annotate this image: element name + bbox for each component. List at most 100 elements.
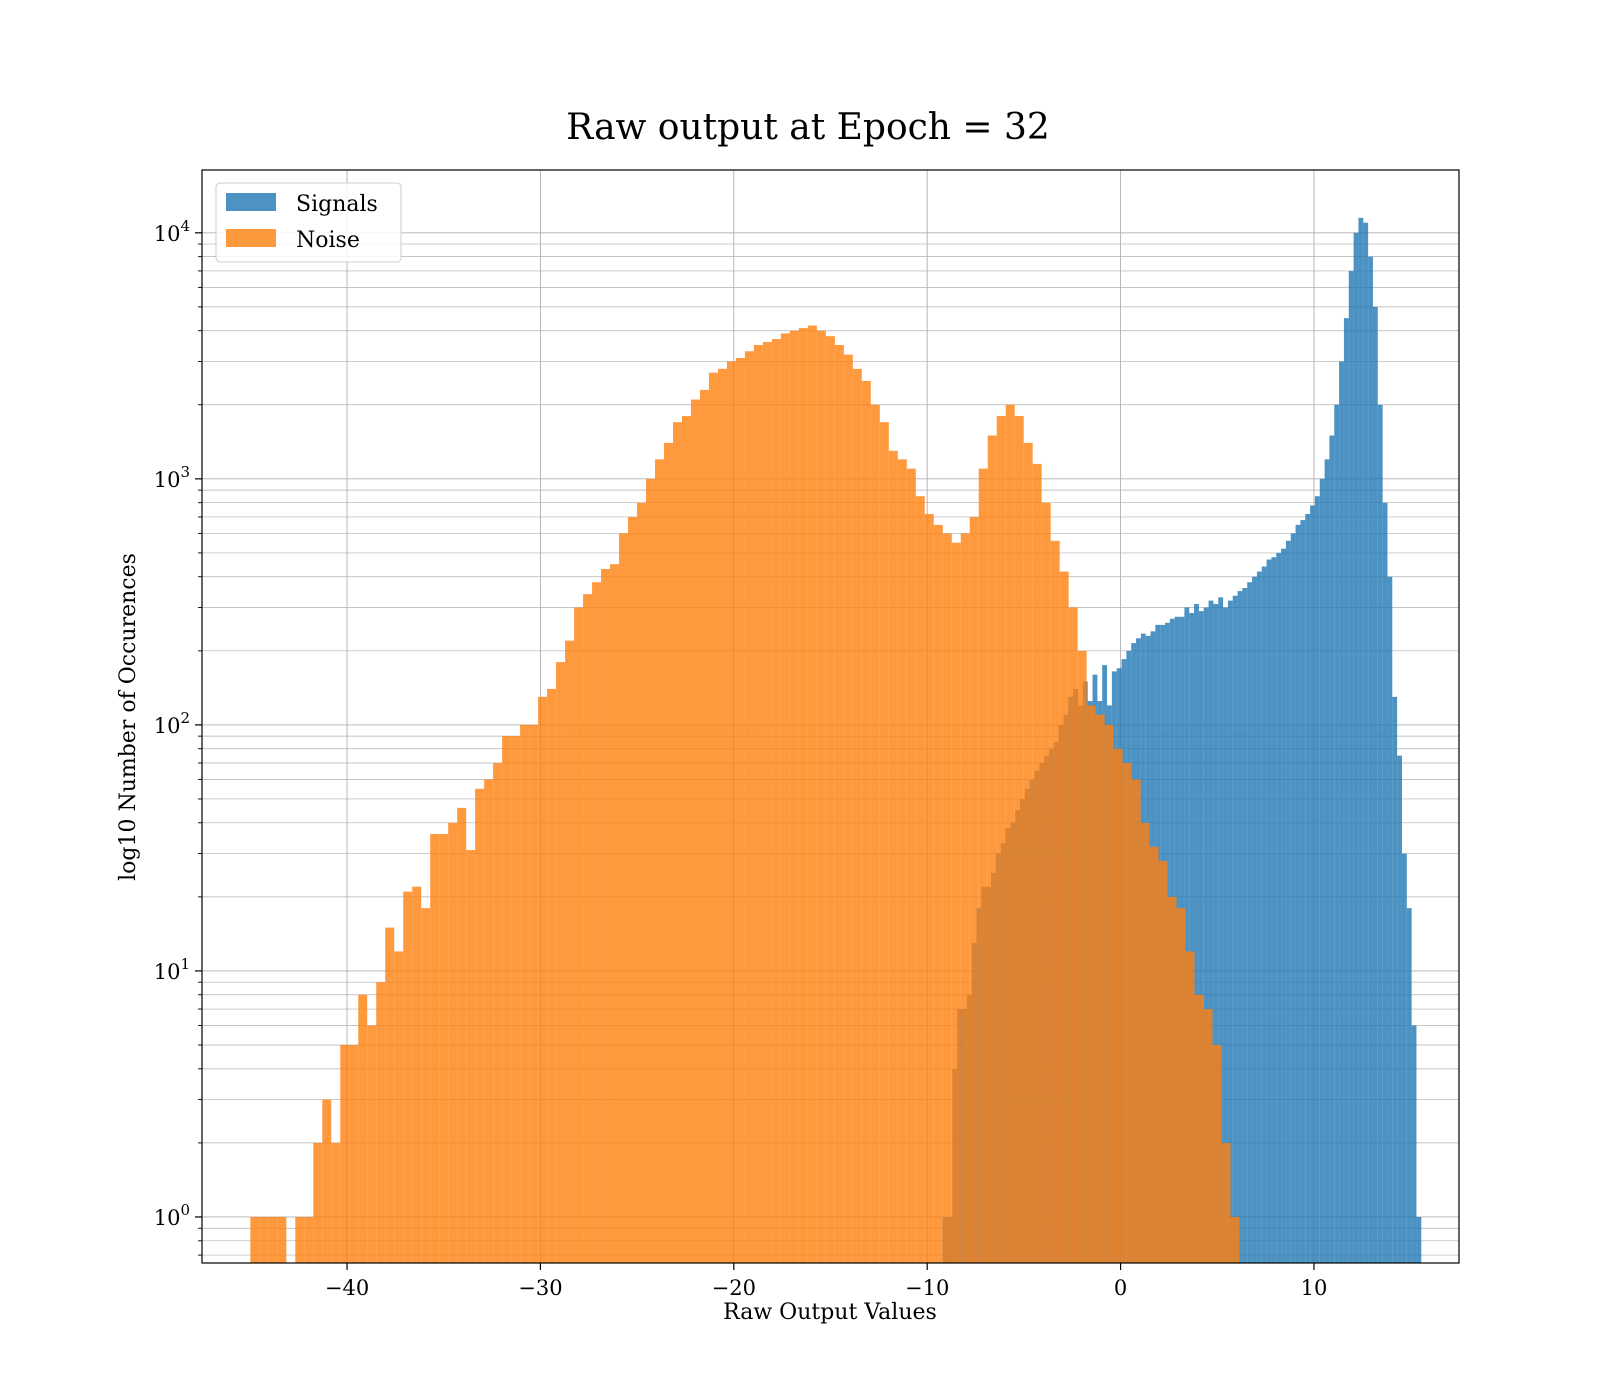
bar-noise xyxy=(834,344,844,1263)
bar-noise xyxy=(439,834,449,1263)
bar-noise xyxy=(358,994,368,1263)
bar-signals xyxy=(1401,853,1407,1263)
bar-noise xyxy=(915,496,925,1263)
bar-noise xyxy=(960,533,970,1263)
bar-signals xyxy=(1358,217,1364,1263)
bar-signals xyxy=(1387,576,1393,1263)
bar-noise xyxy=(699,389,709,1263)
bar-noise xyxy=(996,416,1006,1264)
bar-noise xyxy=(1230,1216,1240,1263)
bar-noise xyxy=(942,533,952,1263)
bar-noise xyxy=(457,807,467,1263)
bar-noise xyxy=(951,542,961,1263)
bar-signals xyxy=(1392,696,1398,1263)
bar-signals xyxy=(1314,496,1320,1263)
bar-noise xyxy=(978,468,988,1263)
bar-noise xyxy=(1122,763,1132,1263)
bar-noise xyxy=(295,1216,305,1263)
bar-noise xyxy=(619,533,629,1263)
bar-noise xyxy=(493,763,503,1263)
bar-noise xyxy=(663,442,673,1263)
bar-signals xyxy=(1189,612,1195,1263)
bar-signals xyxy=(1208,600,1214,1263)
bar-noise xyxy=(870,404,880,1264)
bar-signals xyxy=(1237,591,1243,1263)
bar-noise xyxy=(726,361,736,1263)
bar-noise xyxy=(969,516,979,1263)
bar-noise xyxy=(259,1216,269,1263)
bar-signals xyxy=(1261,566,1267,1263)
axis-ticks: −40 −30 −20 −10 0 10 100 101 102 103 104 xyxy=(154,217,1328,1300)
bar-noise xyxy=(762,341,772,1264)
bar-noise xyxy=(448,822,458,1263)
bar-signals xyxy=(1223,607,1228,1263)
bar-noise xyxy=(367,1025,377,1263)
bar-signals xyxy=(1266,559,1272,1263)
bar-noise xyxy=(268,1216,278,1263)
legend-label-noise: Noise xyxy=(296,228,360,253)
bar-noise xyxy=(250,1216,260,1263)
bar-noise xyxy=(888,450,898,1264)
bar-noise xyxy=(708,372,718,1264)
bar-noise xyxy=(547,688,557,1263)
legend: Signals Noise xyxy=(215,182,402,263)
bar-noise xyxy=(1167,896,1177,1263)
bar-noise xyxy=(1014,416,1024,1264)
bar-noise xyxy=(574,607,584,1263)
x-tick-label: −30 xyxy=(518,1276,562,1300)
bar-noise xyxy=(1131,779,1141,1263)
bar-noise xyxy=(646,478,656,1264)
bar-noise xyxy=(628,516,638,1263)
bar-signals xyxy=(1285,540,1291,1263)
bar-noise xyxy=(637,502,647,1263)
y-tick-label: 100 xyxy=(154,1201,190,1230)
bar-noise xyxy=(1032,463,1042,1263)
bar-noise xyxy=(1113,748,1123,1263)
bar-noise xyxy=(1095,714,1105,1263)
bar-signals xyxy=(1184,607,1190,1263)
bar-noise xyxy=(475,788,485,1263)
bar-noise xyxy=(331,1142,341,1263)
bar-noise xyxy=(1086,705,1096,1263)
x-tick-label: 10 xyxy=(1301,1276,1328,1300)
bar-signals xyxy=(1203,607,1209,1263)
bar-noise xyxy=(502,736,512,1263)
bar-noise xyxy=(430,834,440,1263)
x-tick-label: −20 xyxy=(712,1276,756,1300)
bar-noise xyxy=(798,328,808,1263)
bar-signals xyxy=(1310,505,1315,1264)
bar-signals xyxy=(1329,435,1335,1263)
bar-noise xyxy=(529,724,539,1263)
bar-noise xyxy=(1077,650,1087,1263)
bar-noise xyxy=(565,640,575,1263)
bar-noise xyxy=(385,927,395,1263)
bar-signals xyxy=(1348,270,1354,1263)
bar-signals xyxy=(1290,533,1296,1263)
bar-noise xyxy=(376,982,386,1263)
bar-signals xyxy=(1416,1216,1422,1263)
bar-noise xyxy=(717,368,727,1263)
bar-signals xyxy=(1377,404,1383,1264)
bar-signals xyxy=(1295,524,1301,1263)
bar-noise xyxy=(394,951,404,1263)
bar-noise xyxy=(655,459,664,1264)
bar-noise xyxy=(852,368,862,1263)
bar-noise xyxy=(1059,571,1069,1263)
bar-noise xyxy=(987,435,997,1263)
bar-noise xyxy=(744,351,754,1263)
x-axis-label: Raw Output Values xyxy=(723,1300,937,1325)
bar-noise xyxy=(421,908,431,1263)
bar-noise xyxy=(861,380,871,1263)
bar-noise xyxy=(1104,724,1114,1263)
bar-signals xyxy=(1256,571,1262,1263)
bar-noise xyxy=(753,344,763,1263)
bar-noise xyxy=(789,330,799,1264)
bar-noise xyxy=(466,850,476,1263)
y-tick-label: 102 xyxy=(154,709,190,738)
bar-noise xyxy=(1050,540,1060,1263)
bar-noise xyxy=(484,779,494,1263)
bar-noise xyxy=(1140,822,1150,1263)
bar-signals xyxy=(1242,588,1248,1263)
